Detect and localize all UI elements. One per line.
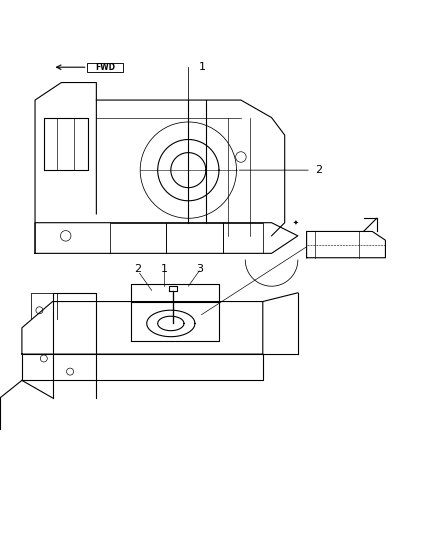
- Text: 2: 2: [315, 165, 322, 175]
- Text: 2: 2: [134, 264, 141, 273]
- Text: 1: 1: [199, 62, 206, 72]
- Text: ✦: ✦: [293, 220, 299, 225]
- FancyBboxPatch shape: [87, 63, 123, 72]
- Text: FWD: FWD: [95, 63, 115, 72]
- Text: 3: 3: [196, 264, 203, 273]
- Text: 1: 1: [161, 264, 168, 273]
